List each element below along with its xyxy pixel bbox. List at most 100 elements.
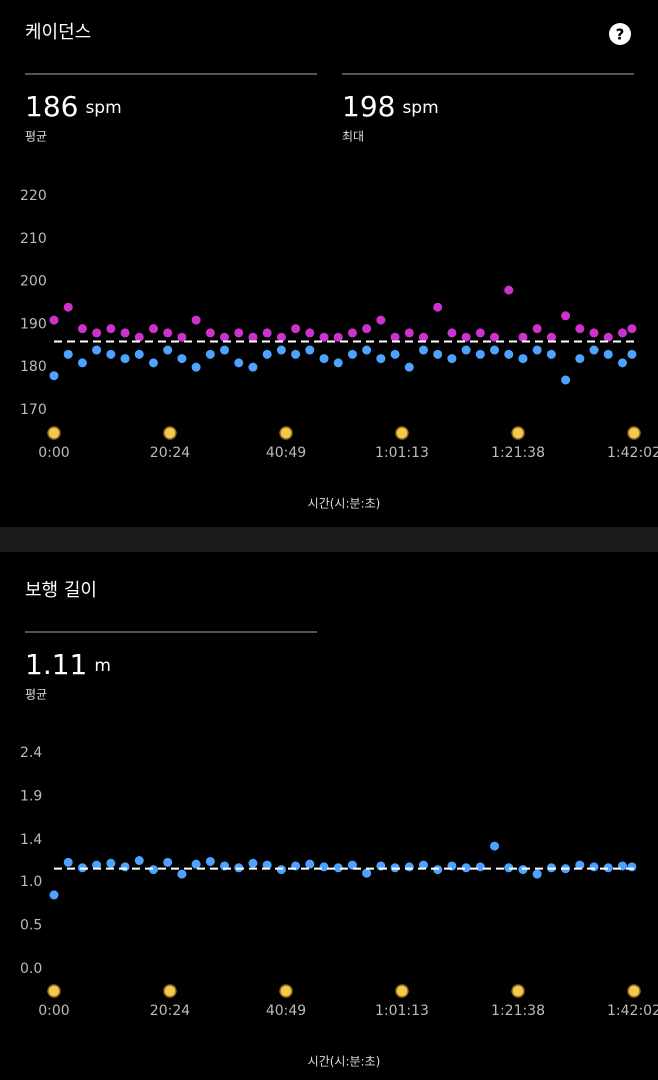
- data-point: [490, 332, 500, 342]
- data-point: [617, 358, 627, 368]
- data-point: [376, 354, 386, 364]
- data-point: [106, 324, 116, 334]
- x-tick-label: 1:21:38: [491, 445, 545, 461]
- data-point: [404, 362, 414, 372]
- data-point: [617, 328, 627, 338]
- data-point: [603, 332, 613, 342]
- data-point: [92, 328, 102, 338]
- data-point: [504, 349, 514, 359]
- y-tick-label: 0.0: [20, 961, 42, 977]
- data-point: [291, 324, 301, 334]
- data-point: [546, 332, 556, 342]
- data-point: [120, 354, 130, 364]
- data-point: [163, 328, 173, 338]
- help-icon[interactable]: ?: [616, 26, 625, 44]
- stat-unit: spm: [85, 98, 121, 118]
- data-point: [177, 332, 187, 342]
- data-point: [490, 345, 500, 355]
- x-tick-label: 1:01:13: [375, 445, 429, 461]
- data-point: [177, 869, 187, 879]
- stat-label: 평균: [25, 130, 47, 144]
- data-point: [475, 328, 485, 338]
- data-point: [418, 332, 428, 342]
- data-point: [77, 324, 87, 334]
- section-title: 보행 길이: [25, 580, 97, 601]
- data-point: [148, 324, 158, 334]
- stat-number: 1.11: [25, 648, 87, 681]
- data-point: [120, 328, 130, 338]
- x-tick-marker: [395, 426, 409, 440]
- data-point: [319, 332, 329, 342]
- y-tick-label: 2.4: [20, 745, 42, 761]
- data-point: [461, 863, 471, 873]
- help-circle[interactable]: [609, 23, 631, 45]
- x-axis-label: 시간(시:분:초): [308, 497, 381, 511]
- data-point: [333, 863, 343, 873]
- data-point: [447, 328, 457, 338]
- data-point: [49, 315, 59, 325]
- data-point: [163, 345, 173, 355]
- y-tick-label: 200: [20, 274, 47, 290]
- data-point: [63, 349, 73, 359]
- x-tick-label: 1:42:02: [607, 445, 658, 461]
- y-tick-label: 210: [20, 231, 47, 247]
- help-button[interactable]: ?: [609, 23, 631, 45]
- data-point: [390, 332, 400, 342]
- x-tick-label: 1:01:13: [375, 1003, 429, 1019]
- x-tick-marker: [163, 426, 177, 440]
- x-tick-marker: [395, 984, 409, 998]
- data-point: [106, 349, 116, 359]
- stat-unit: m: [94, 656, 111, 676]
- data-point: [433, 349, 443, 359]
- data-point: [362, 324, 372, 334]
- data-point: [362, 345, 372, 355]
- data-point: [418, 345, 428, 355]
- data-point: [106, 858, 116, 868]
- data-point: [575, 354, 585, 364]
- data-point: [305, 328, 315, 338]
- x-tick-label: 1:21:38: [491, 1003, 545, 1019]
- data-point: [532, 869, 542, 879]
- data-point: [305, 859, 315, 869]
- data-point: [191, 315, 201, 325]
- data-point: [347, 349, 357, 359]
- data-point: [163, 857, 173, 867]
- x-tick-marker: [511, 426, 525, 440]
- data-point: [63, 857, 73, 867]
- data-point: [205, 328, 215, 338]
- data-point: [475, 862, 485, 872]
- data-point: [518, 332, 528, 342]
- data-point: [561, 311, 571, 321]
- data-point: [504, 863, 514, 873]
- data-point: [191, 859, 201, 869]
- y-tick-label: 0.5: [20, 918, 42, 934]
- data-point: [433, 302, 443, 312]
- stat-label: 평균: [25, 688, 47, 702]
- data-point: [220, 332, 230, 342]
- data-point: [262, 328, 272, 338]
- data-point: [461, 332, 471, 342]
- section-title: 케이던스: [25, 22, 91, 43]
- data-point: [418, 860, 428, 870]
- x-tick-label: 40:49: [266, 1003, 306, 1019]
- data-point: [276, 345, 286, 355]
- data-point: [447, 354, 457, 364]
- y-tick-label: 1.0: [20, 874, 42, 890]
- data-point: [234, 328, 244, 338]
- stat-number: 198: [342, 90, 395, 123]
- data-point: [134, 349, 144, 359]
- data-point: [205, 856, 215, 866]
- data-point: [63, 302, 73, 312]
- x-tick-label: 40:49: [266, 445, 306, 461]
- x-tick-label: 0:00: [38, 445, 69, 461]
- data-point: [589, 345, 599, 355]
- y-tick-label: 1.9: [20, 788, 42, 804]
- data-point: [248, 858, 258, 868]
- data-point: [92, 860, 102, 870]
- data-point: [333, 332, 343, 342]
- data-point: [276, 332, 286, 342]
- data-point: [262, 860, 272, 870]
- data-point: [134, 332, 144, 342]
- x-tick-label: 20:24: [150, 1003, 190, 1019]
